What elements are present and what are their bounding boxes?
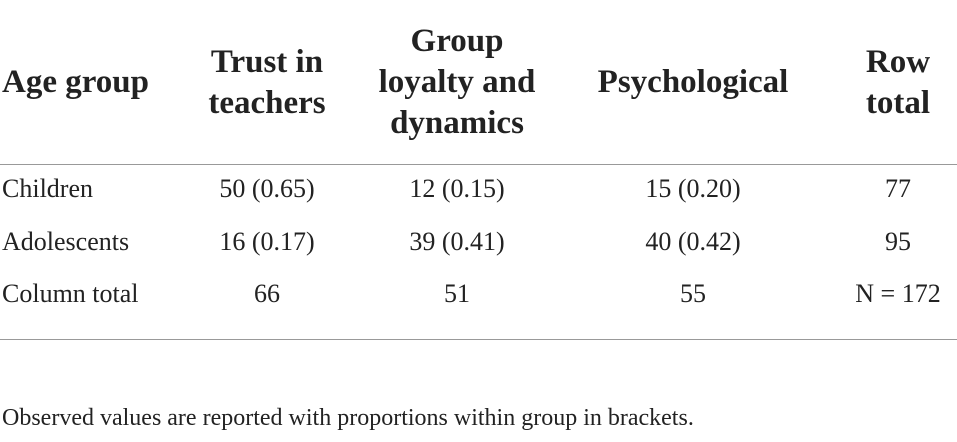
table-cell: 95 <box>885 227 911 256</box>
bottom-rule <box>0 339 957 340</box>
table-cell: 40 (0.42) <box>645 227 741 256</box>
table-cell: 16 (0.17) <box>219 227 315 256</box>
table-cell: 55 <box>680 279 706 308</box>
column-header: Psychological <box>597 64 789 100</box>
table-cell: 51 <box>444 279 470 308</box>
table-cell: 12 (0.15) <box>409 174 505 203</box>
table-cell: 50 (0.65) <box>219 174 315 203</box>
column-header: Trust in teachers <box>208 43 326 121</box>
column-header: Group loyalty and dynamics <box>378 23 536 141</box>
table-cell: 39 (0.41) <box>409 227 505 256</box>
table-cell: 15 (0.20) <box>645 174 741 203</box>
header-rule <box>0 164 957 165</box>
row-label: Column total <box>2 279 139 308</box>
footnote: Observed values are reported with propor… <box>2 405 694 431</box>
column-header: Row total <box>865 43 931 121</box>
column-header: Age group <box>2 64 149 100</box>
table-cell: 77 <box>885 174 911 203</box>
row-label: Adolescents <box>2 227 130 256</box>
row-label: Children <box>2 174 93 203</box>
table-cell: 66 <box>254 279 280 308</box>
table-cell: N = 172 <box>855 279 941 308</box>
